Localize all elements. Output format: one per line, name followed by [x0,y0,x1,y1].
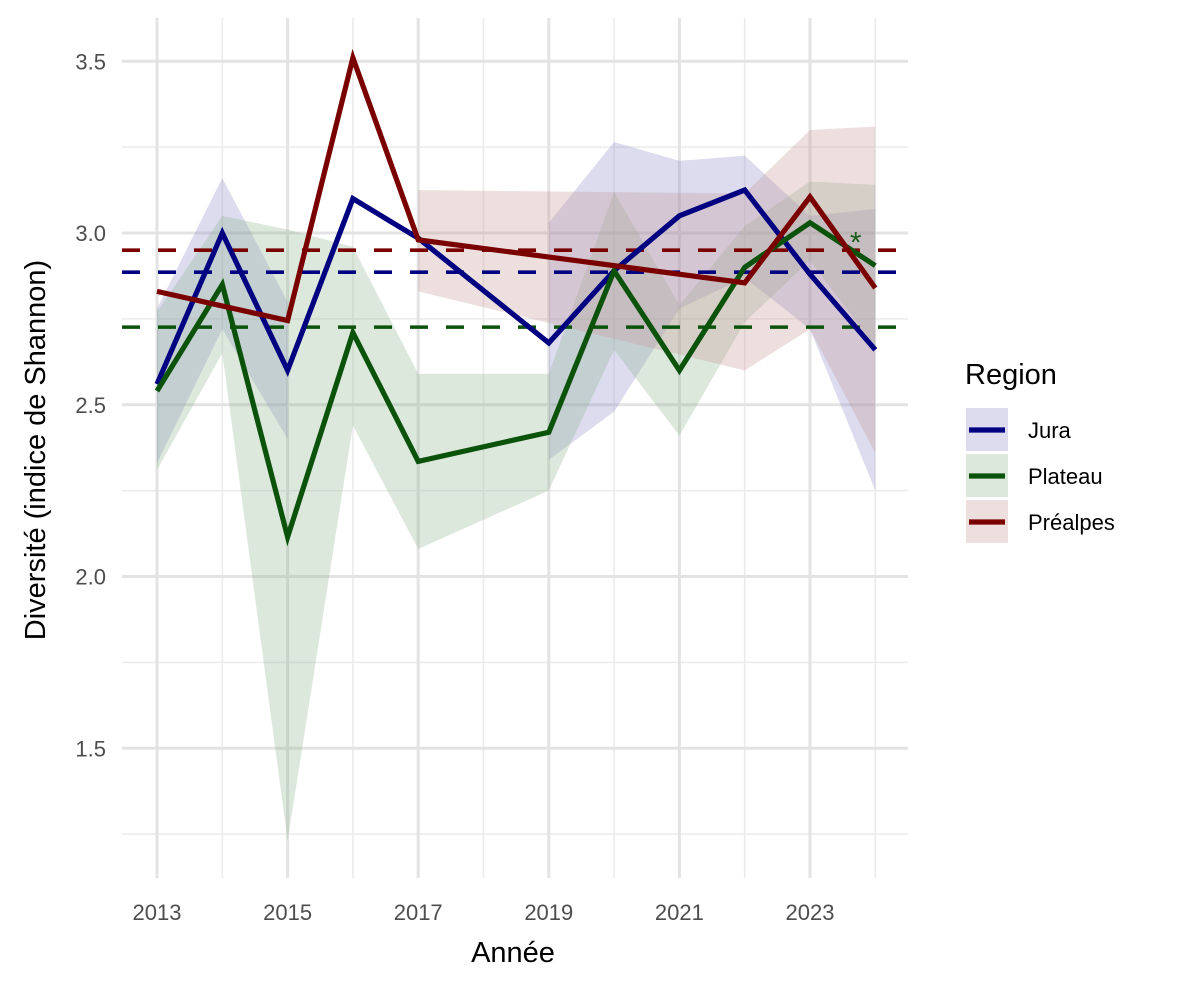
x-tick-label: 2017 [394,900,443,925]
x-tick-label: 2023 [786,900,835,925]
minor-gridlines [122,18,908,878]
legend-title: Region [965,359,1057,391]
confidence-ribbons [157,126,876,841]
y-axis-ticks: 1.5 2.0 2.5 3.0 3.5 [75,49,106,761]
annotations: * [850,226,862,259]
legend-label: Plateau [1028,464,1103,489]
y-tick-label: 2.0 [75,565,106,590]
ribbon-jura [548,141,876,491]
major-gridlines [122,18,908,878]
legend-item-pralpes: Préalpes [966,500,1115,543]
x-axis-ticks: 2013 2015 2017 2019 2021 2023 [133,900,835,925]
x-tick-label: 2019 [524,900,573,925]
y-tick-label: 2.5 [75,393,106,418]
x-axis-title: Année [471,937,555,969]
y-axis-title: Diversité (indice de Shannon) [20,260,52,640]
legend-item-jura: Jura [966,408,1072,451]
legend-item-plateau: Plateau [966,454,1103,497]
x-tick-label: 2015 [263,900,312,925]
series-lines [154,48,878,547]
mean-lines [122,248,908,329]
x-tick-label: 2021 [655,900,704,925]
legend: Region Jura Plateau Préalpes [965,359,1115,543]
y-tick-label: 3.0 [75,221,106,246]
y-tick-label: 3.5 [75,49,106,74]
x-tick-label: 2013 [133,900,182,925]
series-line-pralpes [156,48,878,324]
legend-label: Jura [1028,418,1072,443]
y-tick-label: 1.5 [75,736,106,761]
ribbon-jura [157,178,288,464]
series-line-jura [154,186,878,386]
significance-marker: * [850,226,862,259]
legend-label: Préalpes [1028,510,1115,535]
